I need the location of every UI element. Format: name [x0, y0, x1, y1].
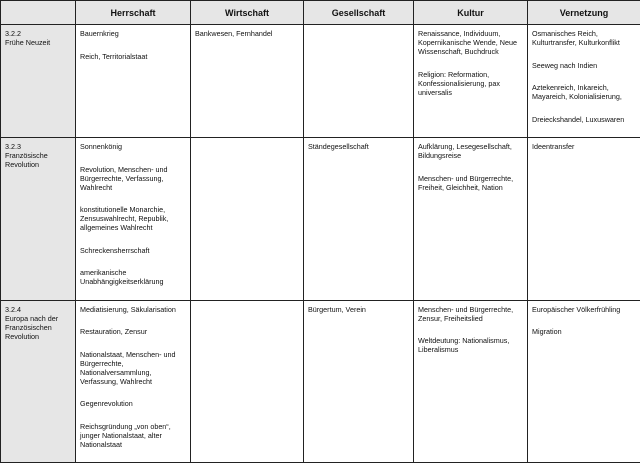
- cell-entry: Menschen- und Bürgerrechte, Freiheit, Gl…: [418, 174, 523, 192]
- header-kultur: Kultur: [414, 1, 528, 25]
- cell-entry: Dreieckshandel, Luxuswaren: [532, 115, 636, 124]
- cell-entry: Religion: Reformation, Konfessionalisier…: [418, 70, 523, 97]
- cell-vernetzung: Europäischer Völkerfrühling Migration: [528, 300, 640, 463]
- cell-kultur: Menschen- und Bürgerrechte, Zensur, Frei…: [414, 300, 528, 463]
- cell-entry: Nationalstaat, Menschen- und Bürgerrecht…: [80, 350, 186, 386]
- cell-entry: Reichsgründung „von oben“, junger Nation…: [80, 422, 186, 449]
- cell-entry: Bürgertum, Verein: [308, 305, 409, 314]
- section-title: Französische: [5, 151, 71, 160]
- cell-entry: Aufklärung, Lesegesellschaft, Bildungsre…: [418, 142, 523, 160]
- cell-gesellschaft: Ständegesellschaft: [304, 138, 414, 301]
- cell-wirtschaft: Bankwesen, Fernhandel: [191, 25, 304, 138]
- cell-entry: Europäischer Völkerfrühling: [532, 305, 636, 314]
- cell-vernetzung: Osmanisches Reich, Kulturtransfer, Kultu…: [528, 25, 640, 138]
- cell-entry: Gegenrevolution: [80, 399, 186, 408]
- cell-herrschaft: Mediatisierung, Säkularisation Restaurati…: [76, 300, 191, 463]
- cell-kultur: Renaissance, Individuum, Kopernikanische…: [414, 25, 528, 138]
- cell-entry: Menschen- und Bürgerrechte, Zensur, Frei…: [418, 305, 523, 323]
- header-wirtschaft: Wirtschaft: [191, 1, 304, 25]
- cell-gesellschaft: [304, 25, 414, 138]
- cell-entry: Osmanisches Reich, Kulturtransfer, Kultu…: [532, 29, 636, 47]
- cell-herrschaft: Sonnenkönig Revolution, Menschen- und Bür…: [76, 138, 191, 301]
- header-gesellschaft: Gesellschaft: [304, 1, 414, 25]
- cell-vernetzung: Ideentransfer: [528, 138, 640, 301]
- header-row: Herrschaft Wirtschaft Gesellschaft Kultu…: [1, 1, 640, 25]
- section-number: 3.2.3: [5, 142, 71, 151]
- section-number: 3.2.2: [5, 29, 71, 38]
- cell-entry: Ständegesellschaft: [308, 142, 409, 151]
- cell-entry: Seeweg nach Indien: [532, 61, 636, 70]
- header-herrschaft: Herrschaft: [76, 1, 191, 25]
- header-vernetzung: Vernetzung: [528, 1, 640, 25]
- section-title: Europa nach der: [5, 314, 71, 323]
- cell-entry: Renaissance, Individuum, Kopernikanische…: [418, 29, 523, 56]
- cell-entry: Schreckensherrschaft: [80, 246, 186, 255]
- cell-entry: Mediatisierung, Säkularisation: [80, 305, 186, 314]
- cell-wirtschaft: [191, 300, 304, 463]
- cell-entry: Bankwesen, Fernhandel: [195, 29, 299, 38]
- cell-entry: Ideentransfer: [532, 142, 636, 151]
- cell-wirtschaft: [191, 138, 304, 301]
- cell-entry: Sonnenkönig: [80, 142, 186, 151]
- cell-kultur: Aufklärung, Lesegesellschaft, Bildungsre…: [414, 138, 528, 301]
- cell-entry: Aztekenreich, Inkareich, Mayareich, Kolo…: [532, 83, 636, 101]
- cell-entry: Bauernkrieg: [80, 29, 186, 38]
- header-empty: [1, 1, 76, 25]
- cell-gesellschaft: Bürgertum, Verein: [304, 300, 414, 463]
- cell-entry: Migration: [532, 327, 636, 336]
- cell-entry: Reich, Territorialstaat: [80, 52, 186, 61]
- section-number: 3.2.4: [5, 305, 71, 314]
- cell-entry: Weltdeutung: Nationalismus, Liberalismus: [418, 336, 523, 354]
- cell-herrschaft: Bauernkrieg Reich, Territorialstaat: [76, 25, 191, 138]
- section-title: Französischen: [5, 323, 71, 332]
- section-title: Revolution: [5, 160, 71, 169]
- cell-entry: Revolution, Menschen- und Bürgerrechte, …: [80, 165, 186, 192]
- cell-entry: Restauration, Zensur: [80, 327, 186, 336]
- section-title: Revolution: [5, 332, 71, 341]
- cell-entry: amerikanische Unabhängigkeitserklärung: [80, 268, 186, 286]
- section-title: Frühe Neuzeit: [5, 38, 71, 47]
- cell-entry: konstitutionelle Monarchie, Zensuswahlre…: [80, 205, 186, 232]
